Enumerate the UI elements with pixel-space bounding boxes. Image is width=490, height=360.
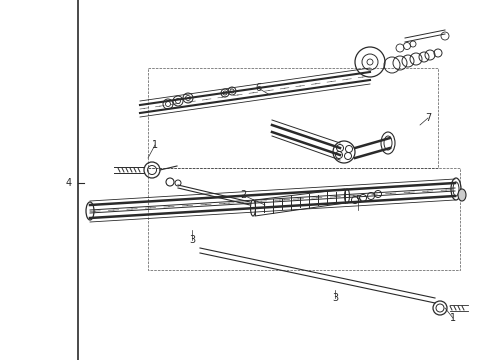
Text: 5: 5 — [355, 195, 361, 205]
Text: 4: 4 — [66, 178, 72, 188]
Text: 3: 3 — [189, 235, 195, 245]
Text: 1: 1 — [152, 140, 158, 150]
Text: 6: 6 — [255, 83, 261, 93]
Text: 1: 1 — [450, 313, 456, 323]
Ellipse shape — [458, 189, 466, 201]
Text: 7: 7 — [425, 113, 431, 123]
Text: 3: 3 — [332, 293, 338, 303]
Text: 2: 2 — [240, 190, 246, 200]
